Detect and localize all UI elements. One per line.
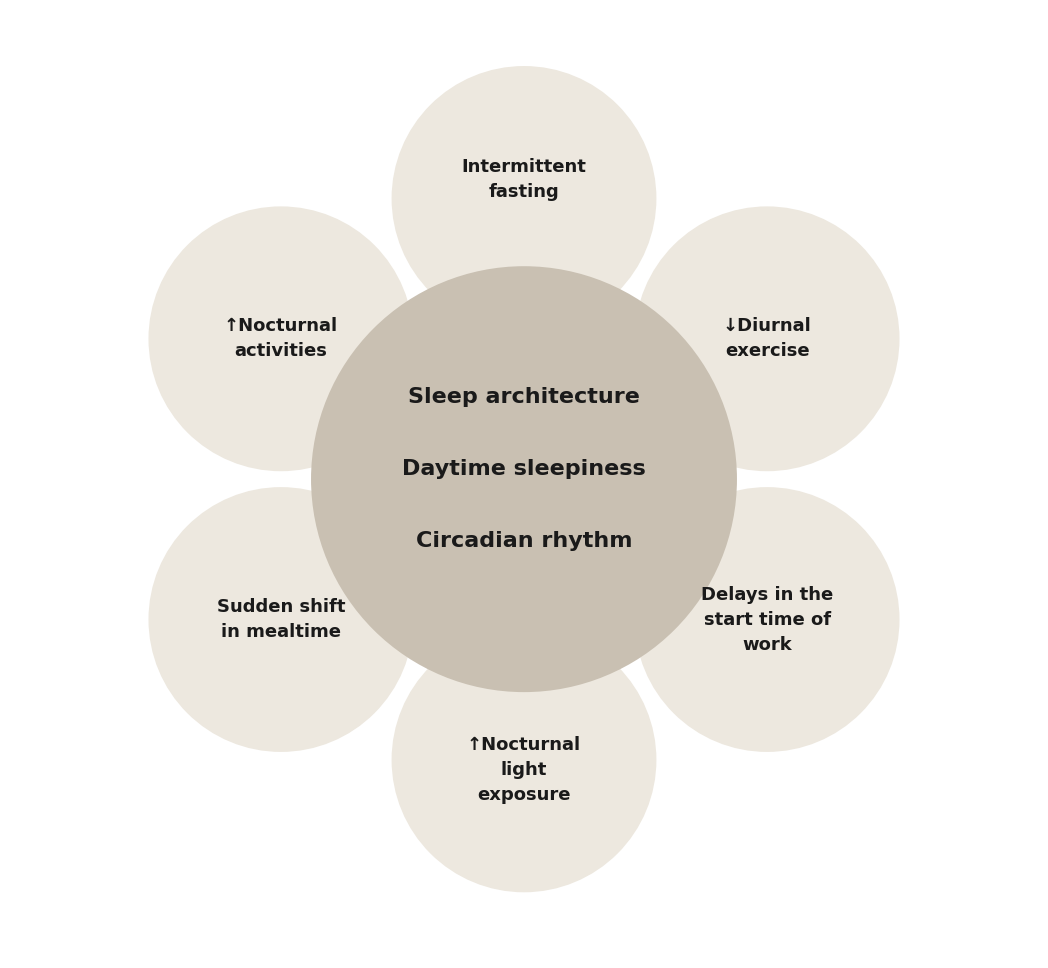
- Circle shape: [311, 266, 737, 692]
- Text: ↓Diurnal
exercise: ↓Diurnal exercise: [723, 318, 811, 360]
- Text: Sleep architecture

Daytime sleepiness

Circadian rhythm: Sleep architecture Daytime sleepiness Ci…: [402, 387, 646, 552]
- Circle shape: [150, 208, 412, 469]
- Circle shape: [393, 68, 655, 329]
- Circle shape: [150, 489, 412, 750]
- Text: ↑Nocturnal
light
exposure: ↑Nocturnal light exposure: [467, 736, 581, 803]
- Text: ↑Nocturnal
activities: ↑Nocturnal activities: [224, 318, 337, 360]
- Text: Delays in the
start time of
work: Delays in the start time of work: [701, 586, 833, 653]
- Circle shape: [636, 489, 898, 750]
- Text: Intermittent
fasting: Intermittent fasting: [461, 158, 587, 200]
- Circle shape: [393, 629, 655, 891]
- Circle shape: [636, 208, 898, 469]
- Text: Sudden shift
in mealtime: Sudden shift in mealtime: [217, 598, 345, 641]
